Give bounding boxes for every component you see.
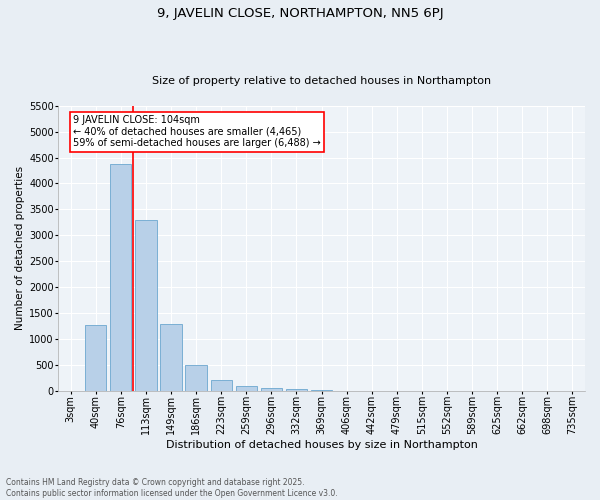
Bar — [160, 324, 182, 391]
Bar — [110, 164, 131, 391]
Bar — [185, 365, 207, 391]
Bar — [211, 380, 232, 391]
Bar — [311, 390, 332, 391]
Bar — [286, 389, 307, 391]
Bar — [135, 220, 157, 391]
Bar — [260, 388, 282, 391]
Title: Size of property relative to detached houses in Northampton: Size of property relative to detached ho… — [152, 76, 491, 86]
Text: 9, JAVELIN CLOSE, NORTHAMPTON, NN5 6PJ: 9, JAVELIN CLOSE, NORTHAMPTON, NN5 6PJ — [157, 8, 443, 20]
Text: Contains HM Land Registry data © Crown copyright and database right 2025.
Contai: Contains HM Land Registry data © Crown c… — [6, 478, 338, 498]
X-axis label: Distribution of detached houses by size in Northampton: Distribution of detached houses by size … — [166, 440, 478, 450]
Bar — [236, 386, 257, 391]
Text: 9 JAVELIN CLOSE: 104sqm
← 40% of detached houses are smaller (4,465)
59% of semi: 9 JAVELIN CLOSE: 104sqm ← 40% of detache… — [73, 115, 321, 148]
Bar — [85, 325, 106, 391]
Y-axis label: Number of detached properties: Number of detached properties — [15, 166, 25, 330]
